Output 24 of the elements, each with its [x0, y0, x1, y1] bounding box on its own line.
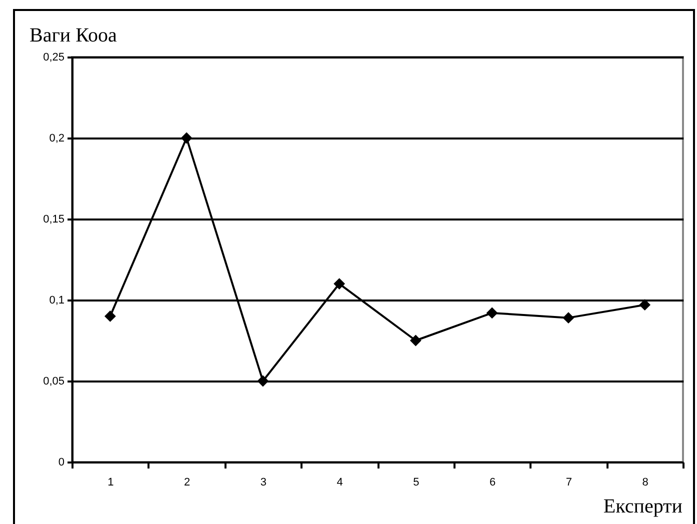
point	[180, 132, 192, 144]
y-tick-label: 0,05	[43, 376, 64, 388]
y-tick-label: 0,2	[49, 132, 64, 144]
x-tick-label: 1	[108, 476, 114, 488]
point	[639, 299, 651, 311]
x-tick-label: 6	[490, 476, 496, 488]
point	[334, 278, 346, 290]
y-tick-label: 0,25	[43, 52, 64, 64]
x-tick-label: 2	[184, 476, 190, 488]
x-tick-label: 8	[642, 476, 648, 488]
x-axis-title: Експерти	[603, 496, 683, 518]
point	[410, 334, 422, 346]
point	[104, 310, 116, 322]
point	[486, 307, 498, 319]
x-tick-label: 7	[566, 476, 572, 488]
y-axis-title: Ваги Кооа	[30, 24, 117, 46]
y-tick-label: 0,1	[49, 294, 64, 306]
point	[257, 375, 269, 387]
point	[562, 312, 574, 324]
y-tick-label: 0,15	[43, 214, 64, 226]
y-tick-label: 0	[58, 456, 64, 468]
x-tick-label: 4	[336, 476, 343, 488]
x-tick-label: 3	[260, 476, 266, 488]
x-tick-label: 5	[413, 476, 420, 488]
